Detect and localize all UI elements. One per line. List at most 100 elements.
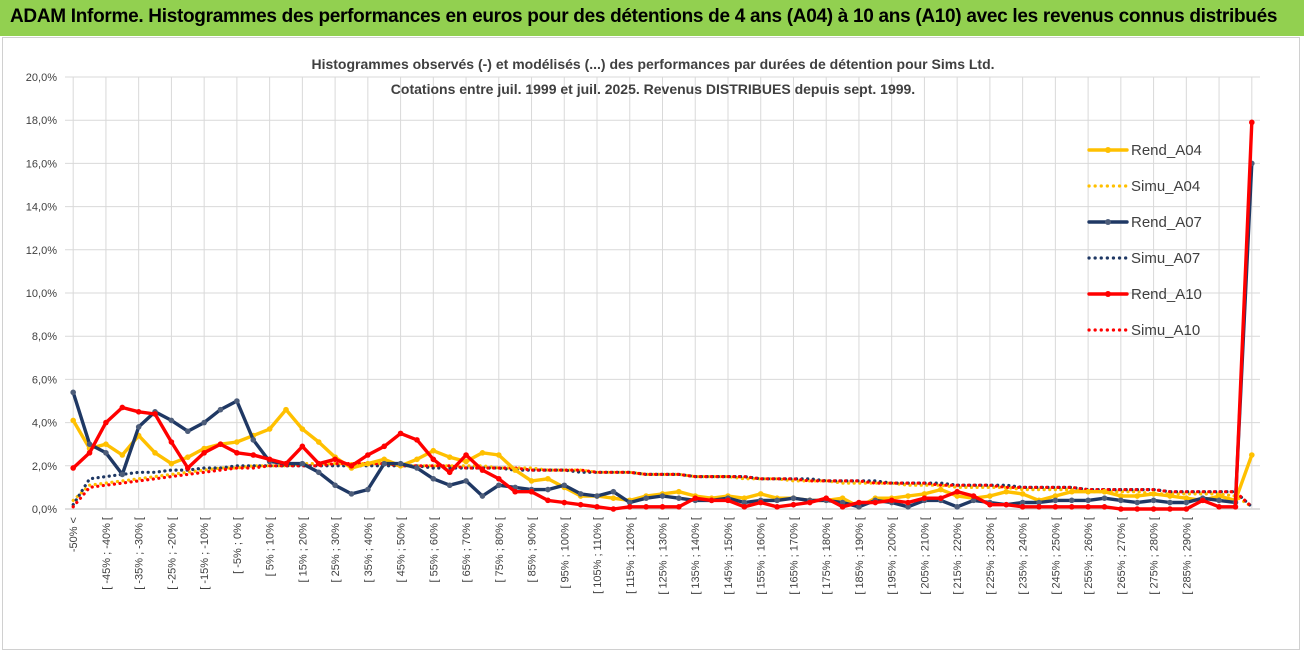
data-point-rend_a10 [463,452,469,458]
x-tick-label: [ -45% ; -40% [ [101,517,113,590]
data-point-rend_a10 [610,506,617,512]
data-point-rend_a07 [659,493,666,499]
data-point-rend_a10 [1085,504,1091,510]
x-tick-label: [ 215% ; 220% [ [952,517,964,595]
x-tick-label: [ 275% ; 280% [ [1149,517,1161,595]
legend-label-simu_a04: Simu_A04 [1131,178,1200,195]
data-point-rend_a07 [1085,497,1091,504]
x-tick-label: [ 75% ; 80% [ [494,517,506,582]
data-point-rend_a04 [234,439,240,445]
x-tick-label: [ 25% ; 30% [ [330,517,342,582]
page-title: ADAM Informe. Histogrammes des performan… [10,6,1278,27]
data-point-rend_a04 [741,495,748,502]
data-point-rend_a07 [643,495,649,502]
data-point-rend_a10 [626,504,633,510]
data-point-rend_a10 [70,465,76,471]
header-banner: ADAM Informe. Histogrammes des performan… [0,0,1304,36]
data-point-rend_a10 [970,493,977,499]
x-tick-label: [ 165% ; 170% [ [788,517,800,595]
x-tick-label: [ 35% ; 40% [ [363,517,375,582]
data-point-rend_a04 [937,486,944,493]
data-point-rend_a10 [545,497,551,504]
data-point-rend_a10 [1052,504,1059,510]
data-point-rend_a04 [479,450,486,456]
data-point-rend_a07 [250,437,257,443]
data-point-rend_a07 [365,486,371,493]
data-point-rend_a07 [594,493,600,499]
data-point-rend_a07 [626,499,633,506]
data-point-rend_a10 [561,499,568,506]
data-point-rend_a10 [119,404,126,411]
data-point-rend_a04 [954,493,960,499]
x-tick-label: [ 15% ; 20% [ [297,517,309,582]
y-tick-label: 6,0% [32,374,57,386]
data-point-rend_a04 [757,491,764,497]
data-point-rend_a10 [152,411,158,417]
data-point-rend_a10 [283,460,289,467]
data-point-rend_a04 [1118,493,1124,499]
data-point-rend_a10 [332,456,338,463]
x-tick-label: [ 245% ; 250% [ [1050,517,1062,595]
legend-marker [1105,291,1111,297]
data-point-rend_a10 [1101,504,1108,510]
data-point-rend_a10 [365,452,371,458]
data-point-rend_a10 [430,456,437,463]
x-tick-label: [ 135% ; 140% [ [690,517,702,595]
x-tick-label: [ 285% ; 290% [ [1181,517,1193,595]
data-point-rend_a07 [741,499,748,506]
data-point-rend_a10 [103,419,109,426]
data-point-rend_a07 [332,482,338,489]
data-point-rend_a10 [414,437,420,443]
x-tick-label: -50% < [68,517,80,552]
data-point-rend_a07 [184,428,191,435]
data-point-rend_a10 [512,488,518,495]
data-point-rend_a04 [1216,493,1222,499]
data-point-rend_a07 [135,424,142,430]
data-point-rend_a04 [70,417,76,424]
data-point-rend_a10 [1249,119,1255,126]
data-point-rend_a07 [381,460,388,467]
y-tick-label: 12,0% [26,245,57,257]
data-point-rend_a10 [299,443,306,450]
data-point-rend_a10 [184,465,191,471]
data-point-rend_a10 [856,499,862,506]
chart-area: 0,0% 2,0% 4,0% 6,0% 8,0% 10,0% 12,0% 14,0% 16,0%… [2,37,1300,650]
data-point-rend_a07 [577,491,584,497]
y-tick-label: 14,0% [26,202,57,214]
data-point-rend_a07 [954,504,960,510]
data-point-rend_a04 [315,439,322,445]
data-point-rend_a04 [103,441,109,448]
data-point-rend_a10 [823,495,829,502]
data-point-rend_a04 [266,426,273,432]
data-point-rend_a04 [528,478,535,484]
legend-label-simu_a07: Simu_A07 [1131,250,1200,267]
data-point-rend_a04 [430,447,437,454]
data-point-rend_a07 [856,504,862,510]
chart-title-line2: Cotations entre juil. 1999 et juil. 2025… [391,81,915,97]
data-point-rend_a04 [1019,491,1026,497]
x-tick-label: [ 175% ; 180% [ [821,517,833,595]
x-tick-label: [ 255% ; 260% [ [1083,517,1095,595]
data-point-rend_a07 [1183,499,1190,506]
data-point-rend_a10 [201,450,207,456]
x-tick-label: [ 205% ; 210% [ [919,517,931,595]
y-tick-label: 20,0% [26,72,57,84]
data-point-rend_a10 [905,499,911,506]
data-point-rend_a10 [888,497,895,504]
data-point-rend_a04 [1150,491,1157,497]
data-point-rend_a07 [103,450,109,456]
data-point-rend_a10 [692,495,699,502]
x-tick-label: [ 145% ; 150% [ [723,517,735,595]
data-point-rend_a07 [970,497,977,504]
data-point-rend_a07 [905,504,911,510]
data-point-rend_a10 [1036,504,1042,510]
data-point-rend_a07 [1052,497,1059,504]
data-point-rend_a07 [1068,497,1075,504]
data-point-rend_a07 [168,417,175,424]
x-tick-label: [ 105% ; 110% [ [592,517,604,594]
y-tick-label: 16,0% [26,158,57,170]
data-point-rend_a10 [725,497,731,504]
y-tick-label: 4,0% [32,418,57,430]
data-point-rend_a07 [496,482,502,489]
data-point-rend_a04 [365,460,371,467]
